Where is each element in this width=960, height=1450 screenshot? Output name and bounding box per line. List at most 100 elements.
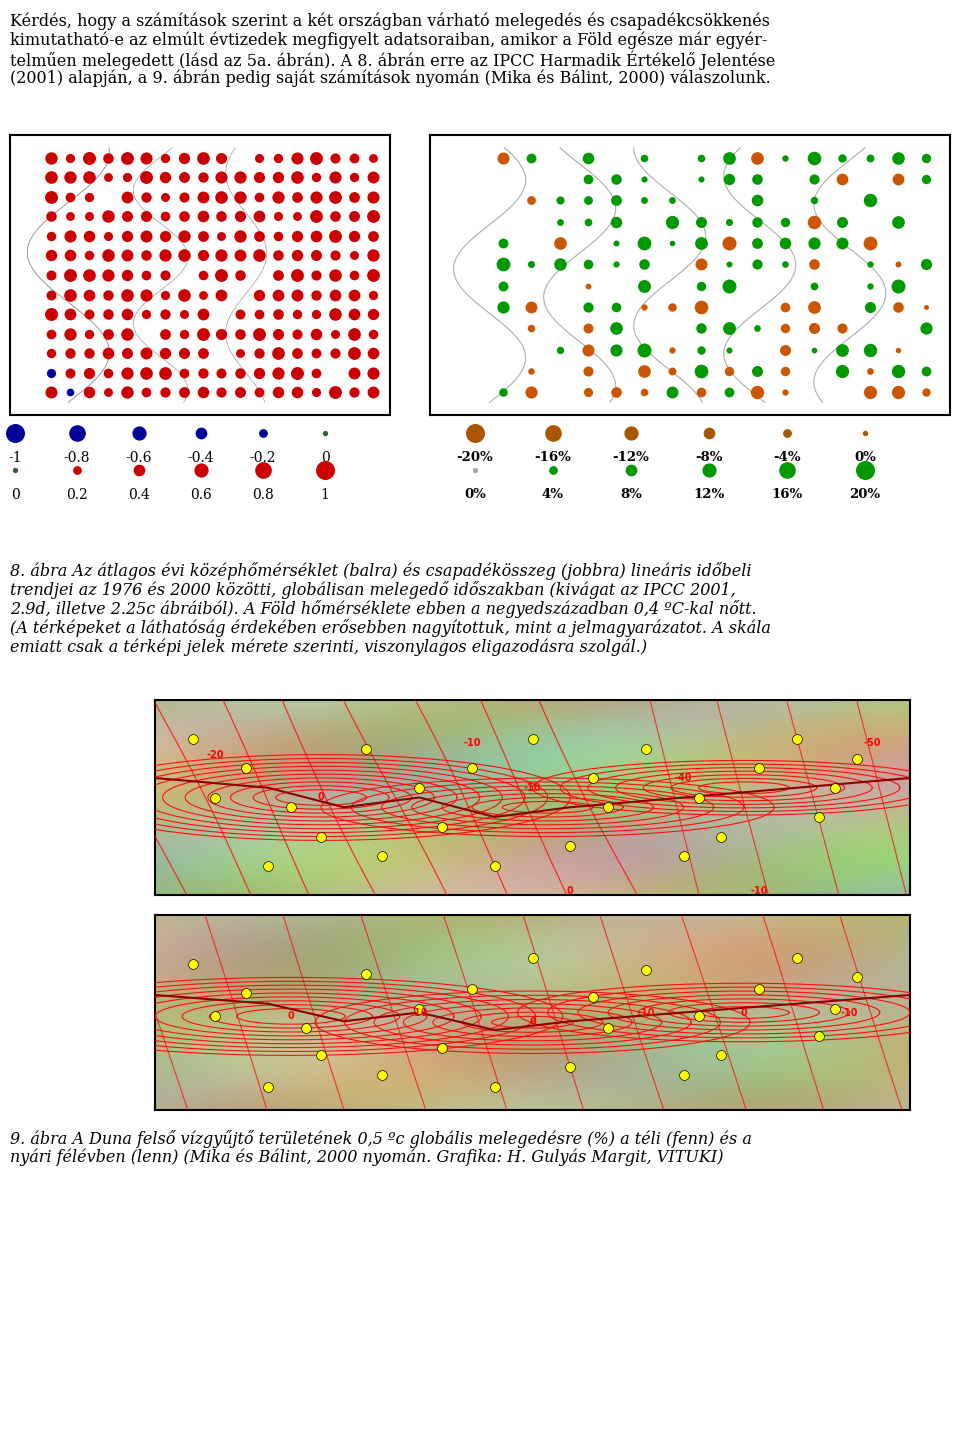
Point: [327, 146, 343, 170]
Point: [214, 322, 229, 345]
Point: [132, 458, 147, 481]
Point: [119, 204, 134, 228]
Point: [252, 204, 267, 228]
Point: [580, 188, 595, 212]
Point: [721, 338, 736, 361]
Point: [157, 283, 173, 306]
Point: [289, 244, 304, 267]
Point: [347, 283, 362, 306]
Point: [157, 225, 173, 248]
Point: [862, 252, 877, 276]
Point: [778, 316, 793, 339]
Point: [289, 225, 304, 248]
Point: [805, 274, 821, 297]
Point: [138, 264, 154, 287]
Text: kimutatható-e az elmúlt évtizedek megfigyelt adatsoraiban, amikor a Föld egésze : kimutatható-e az elmúlt évtizedek megfig…: [10, 30, 767, 48]
Point: [834, 316, 850, 339]
Point: [185, 728, 201, 751]
Text: -0.2: -0.2: [250, 451, 276, 465]
Point: [232, 165, 248, 188]
Point: [207, 1005, 223, 1028]
Text: telműen melegedett (lásd az 5a. ábrán). A 8. ábrán erre az IPCC Harmadik Értékel: telműen melegedett (lásd az 5a. ábrán). …: [10, 49, 776, 70]
Point: [214, 225, 229, 248]
Point: [857, 458, 873, 481]
Point: [347, 303, 362, 326]
Point: [119, 264, 134, 287]
Point: [119, 303, 134, 326]
Point: [919, 316, 934, 339]
Point: [260, 854, 276, 877]
Point: [805, 316, 821, 339]
Text: 0: 0: [288, 1012, 295, 1021]
Point: [609, 210, 624, 233]
Point: [176, 225, 191, 248]
Point: [359, 961, 374, 985]
Point: [834, 210, 850, 233]
Point: [289, 341, 304, 364]
Point: [365, 186, 380, 209]
Point: [789, 728, 804, 751]
Point: [702, 458, 717, 481]
Point: [119, 380, 134, 403]
Point: [82, 165, 97, 188]
Point: [636, 360, 652, 383]
Point: [119, 146, 134, 170]
Point: [805, 210, 821, 233]
Point: [195, 380, 210, 403]
Point: [62, 146, 78, 170]
Point: [778, 210, 793, 233]
Point: [664, 232, 680, 255]
Point: [214, 283, 229, 306]
Point: [232, 341, 248, 364]
Point: [580, 360, 595, 383]
Text: 2.9d, illetve 2.25c ábráiból). A Föld hőmérséklete ebben a negyedszázadban 0,4 º: 2.9d, illetve 2.25c ábráiból). A Föld hő…: [10, 600, 756, 618]
Text: 12%: 12%: [693, 489, 725, 502]
Point: [721, 252, 736, 276]
Text: -4%: -4%: [773, 451, 801, 464]
Point: [778, 252, 793, 276]
Point: [327, 341, 343, 364]
Point: [919, 380, 934, 403]
Point: [713, 1044, 729, 1067]
Point: [138, 341, 154, 364]
Point: [176, 165, 191, 188]
Point: [495, 296, 511, 319]
Point: [62, 283, 78, 306]
Point: [778, 338, 793, 361]
Point: [214, 244, 229, 267]
Point: [495, 274, 511, 297]
Point: [693, 168, 708, 191]
Point: [308, 303, 324, 326]
Point: [255, 458, 271, 481]
Text: 0: 0: [740, 1008, 747, 1018]
Point: [834, 360, 850, 383]
Point: [252, 322, 267, 345]
Point: [313, 1044, 328, 1067]
Point: [789, 947, 804, 970]
Point: [600, 1016, 615, 1040]
Text: 0.6: 0.6: [190, 489, 212, 502]
Point: [82, 264, 97, 287]
Point: [195, 341, 210, 364]
Point: [82, 204, 97, 228]
Point: [891, 360, 906, 383]
Point: [676, 1063, 691, 1086]
Point: [862, 380, 877, 403]
Point: [62, 186, 78, 209]
Point: [232, 186, 248, 209]
Point: [252, 380, 267, 403]
Point: [119, 322, 134, 345]
Point: [327, 283, 343, 306]
Point: [252, 186, 267, 209]
Point: [119, 225, 134, 248]
Point: [487, 854, 502, 877]
Point: [100, 303, 115, 326]
Point: [805, 338, 821, 361]
Point: [43, 380, 59, 403]
Point: [857, 422, 873, 445]
Point: [862, 274, 877, 297]
Point: [327, 225, 343, 248]
Point: [468, 422, 483, 445]
Point: [412, 998, 427, 1021]
Point: [62, 225, 78, 248]
